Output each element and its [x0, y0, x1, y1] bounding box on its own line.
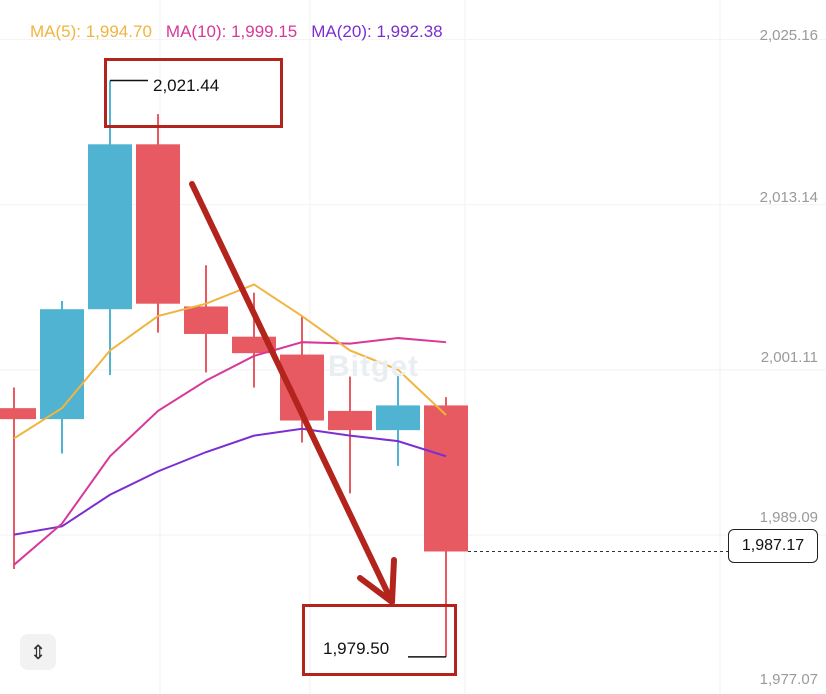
candle-up	[40, 309, 84, 420]
watermark-logo: Bitget	[328, 350, 419, 383]
trend-arrow-shaft	[189, 181, 395, 605]
y-tick-label: 1,977.07	[759, 671, 818, 688]
y-tick-label: 2,001.11	[760, 349, 818, 366]
candle-up	[88, 144, 132, 310]
trend-arrow-head	[357, 557, 397, 605]
current-price-label: 1,987.17	[728, 529, 818, 563]
ma10-line	[13, 337, 447, 566]
ma20-line	[13, 427, 447, 536]
y-tick-label: 1,989.09	[759, 509, 818, 526]
candle-down	[424, 405, 468, 552]
high-annotation-box	[104, 58, 283, 128]
chart-toggle-button[interactable]: ⇕	[20, 634, 56, 670]
candle-down	[328, 410, 372, 431]
low-price-label: 1,979.50	[323, 639, 390, 658]
candle-down	[0, 408, 36, 420]
ma5-legend: MA(5): 1,994.70	[30, 22, 152, 41]
low-annotation-box	[302, 604, 457, 676]
ma20-legend: MA(20): 1,992.38	[311, 22, 443, 41]
candle-down	[184, 306, 228, 334]
ma-legend: MA(5): 1,994.70 MA(10): 1,999.15 MA(20):…	[30, 22, 443, 42]
up-down-arrows-icon: ⇕	[29, 641, 47, 664]
y-tick-label: 2,025.16	[759, 27, 818, 44]
candle-up	[376, 405, 420, 431]
candle-down	[136, 144, 180, 304]
y-tick-label: 2,013.14	[759, 189, 818, 206]
ma5-line	[13, 283, 447, 440]
high-price-label: 2,021.44	[153, 76, 220, 95]
ma10-legend: MA(10): 1,999.15	[165, 22, 298, 41]
